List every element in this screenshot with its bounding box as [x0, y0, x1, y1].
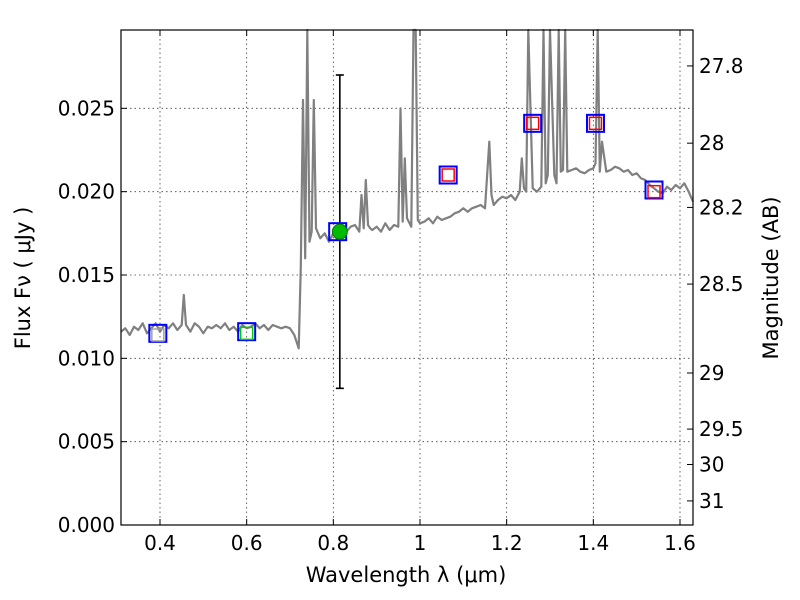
x-tick-label: 0.8 — [317, 531, 349, 555]
mag-tick-label: 28 — [699, 131, 724, 155]
y-axis-label-left: Flux Fν ( μJy ) — [11, 207, 35, 350]
y-tick-label: 0.025 — [58, 96, 115, 120]
y-tick-label: 0.015 — [58, 263, 115, 287]
photometry-point — [523, 113, 543, 133]
x-tick-label: 0.4 — [144, 531, 176, 555]
grid — [121, 30, 693, 526]
photometry-series — [148, 74, 664, 390]
x-tick-label: 1.6 — [664, 531, 696, 555]
mag-tick-label: 27.8 — [699, 54, 744, 78]
y-tick-label: 0.000 — [58, 513, 115, 537]
photometry-point — [148, 323, 168, 343]
mag-tick-label: 31 — [699, 489, 724, 513]
model-photometry-point — [525, 116, 540, 131]
x-tick-label: 0.6 — [231, 531, 263, 555]
y-tick-label: 0.010 — [58, 346, 115, 370]
mag-tick-label: 28.5 — [699, 272, 744, 296]
model-photometry-point — [647, 184, 661, 199]
mag-tick-label: 29.5 — [699, 417, 744, 441]
y-axis-label-right: Magnitude (AB) — [759, 196, 783, 359]
photometry-point — [237, 322, 257, 342]
photometry-point — [586, 113, 605, 133]
model-photometry-point — [588, 116, 603, 131]
detection-point — [331, 223, 348, 240]
photometry-point — [438, 165, 458, 185]
model-photometry-point — [151, 328, 165, 342]
model-photometry-point — [441, 168, 455, 182]
plot-frame — [120, 29, 694, 526]
photometry-point — [644, 180, 664, 200]
axis-ticks: 0.4 0.6 0.8 1 1.2 1.4 1.6 0.000 0.005 0.010 0.015 0… — [58, 30, 744, 555]
x-axis-label: Wavelength λ (μm) — [306, 563, 507, 587]
y-tick-label: 0.020 — [58, 180, 115, 204]
x-tick-label: 1 — [414, 531, 427, 555]
mag-tick-label: 30 — [699, 452, 724, 476]
x-tick-label: 1.2 — [491, 531, 523, 555]
spectrum-line — [120, 28, 695, 350]
x-tick-label: 1.4 — [577, 531, 609, 555]
y-tick-label: 0.005 — [58, 430, 115, 454]
mag-tick-label: 29 — [699, 361, 724, 385]
mag-tick-label: 28.2 — [699, 195, 744, 219]
spectrum-series — [120, 28, 695, 350]
model-photometry-point — [239, 326, 254, 341]
